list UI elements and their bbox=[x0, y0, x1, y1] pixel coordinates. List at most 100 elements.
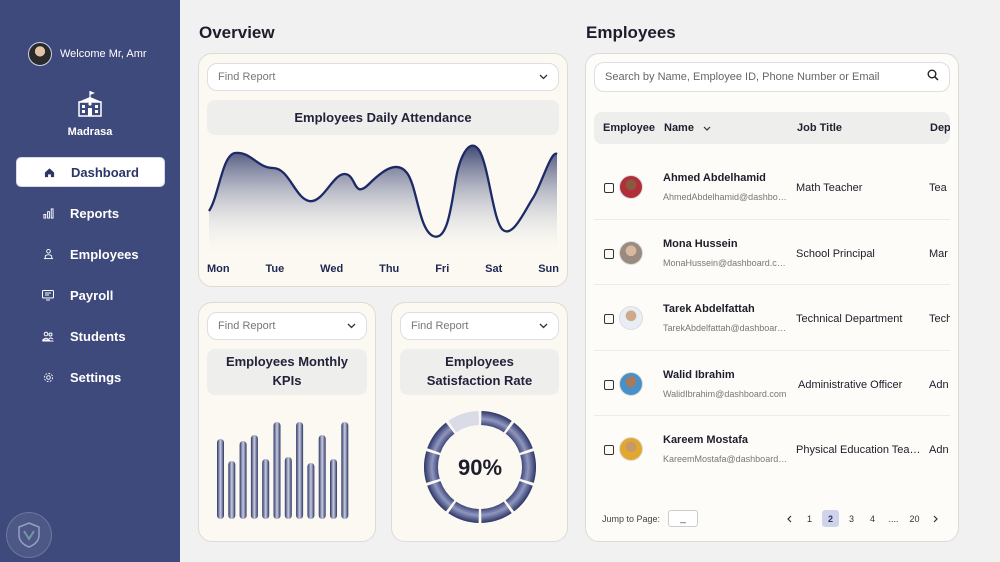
chevron-right-icon[interactable] bbox=[927, 510, 944, 527]
avatar bbox=[619, 437, 643, 461]
table-row[interactable]: Walid Ibrahim WalidIbrahim@dashboard.com… bbox=[594, 351, 950, 416]
employee-dept: Adn bbox=[929, 378, 949, 391]
day-label: Sat bbox=[485, 263, 503, 275]
table-row[interactable]: Mona Hussein MonaHussein@dashboard.com S… bbox=[594, 220, 950, 285]
sidebar-item-dashboard[interactable]: Dashboard bbox=[16, 157, 165, 187]
search-bar bbox=[594, 62, 950, 92]
employee-email: MonaHussein@dashboard.com bbox=[663, 257, 789, 268]
find-report-dropdown[interactable]: Find Report bbox=[207, 312, 367, 340]
column-job-title[interactable]: Job Title bbox=[797, 122, 843, 134]
day-labels: Mon Tue Wed Thu Fri Sat Sun bbox=[207, 263, 559, 275]
satisfaction-value: 90% bbox=[458, 455, 502, 480]
sidebar: Welcome Mr, Amr Madrasa Dashboard bbox=[0, 0, 180, 562]
donut-segment bbox=[520, 451, 536, 483]
column-department[interactable]: Dep bbox=[930, 122, 950, 134]
jump-label: Jump to Page: bbox=[602, 513, 661, 524]
column-name-label: Name bbox=[664, 122, 694, 134]
sidebar-nav: Dashboard Reports Employees Payroll Stud… bbox=[16, 157, 165, 403]
row-checkbox[interactable] bbox=[604, 445, 614, 455]
table-row[interactable]: Ahmed Abdelhamid AhmedAbdelhamid@dashboa… bbox=[594, 154, 950, 220]
kpi-bar bbox=[341, 422, 349, 519]
page-20[interactable]: 20 bbox=[909, 513, 920, 524]
kpi-bar bbox=[284, 457, 292, 519]
employee-name: Ahmed Abdelhamid bbox=[663, 172, 766, 184]
employee-job: Math Teacher bbox=[796, 182, 863, 194]
monitor-icon bbox=[42, 289, 54, 301]
home-icon bbox=[43, 166, 55, 178]
chevron-left-icon[interactable] bbox=[780, 510, 797, 527]
column-name[interactable]: Name bbox=[664, 122, 711, 134]
brand-name: Madrasa bbox=[67, 126, 113, 138]
sidebar-item-label: Employees bbox=[70, 246, 139, 262]
employee-name: Kareem Mostafa bbox=[663, 434, 748, 446]
sidebar-item-employees[interactable]: Employees bbox=[16, 239, 165, 269]
kpi-bar bbox=[239, 441, 247, 519]
employee-name: Mona Hussein bbox=[663, 237, 738, 250]
page-4[interactable]: 4 bbox=[869, 513, 875, 524]
employee-dept: Tech bbox=[929, 313, 950, 325]
employee-name: Tarek Abdelfattah bbox=[663, 303, 755, 315]
employee-job: Technical Department bbox=[796, 313, 903, 325]
welcome-user[interactable]: Welcome Mr, Amr bbox=[28, 42, 147, 66]
kpi-bar bbox=[217, 439, 224, 519]
sidebar-item-label: Settings bbox=[70, 369, 122, 385]
search-icon[interactable] bbox=[927, 68, 939, 86]
employee-job: School Principal bbox=[796, 247, 875, 260]
attendance-wave-chart bbox=[208, 144, 559, 258]
day-label: Fri bbox=[435, 263, 450, 275]
kpi-bar bbox=[318, 435, 326, 519]
find-report-dropdown[interactable]: Find Report bbox=[207, 63, 559, 91]
donut-segment bbox=[424, 451, 440, 483]
avatar bbox=[619, 306, 643, 330]
kpi-bar bbox=[262, 459, 270, 519]
sidebar-item-settings[interactable]: Settings bbox=[16, 362, 165, 392]
chart-title: Employees Daily Attendance bbox=[207, 100, 559, 135]
employee-name: Walid Ibrahim bbox=[663, 368, 735, 381]
welcome-text: Welcome Mr, Amr bbox=[60, 48, 147, 60]
find-report-dropdown[interactable]: Find Report bbox=[400, 312, 559, 340]
employees-card: Employee Name Job Title Dep Ahmed Abdelh… bbox=[585, 53, 959, 542]
sidebar-item-reports[interactable]: Reports bbox=[16, 198, 165, 228]
kpi-card: Find Report Employees Monthly KPIs bbox=[198, 302, 376, 542]
watermark-logo-icon bbox=[6, 512, 52, 558]
attendance-line bbox=[208, 144, 559, 238]
row-checkbox[interactable] bbox=[604, 314, 614, 324]
row-checkbox[interactable] bbox=[604, 248, 614, 259]
kpi-bar bbox=[273, 422, 281, 519]
jump-page-input[interactable]: _ bbox=[668, 510, 699, 527]
chevron-down-icon bbox=[703, 126, 711, 131]
kpi-bar bbox=[228, 461, 236, 519]
employees-title: Employees bbox=[586, 23, 676, 42]
page-2[interactable]: 2 bbox=[822, 510, 839, 527]
table-row[interactable]: Kareem Mostafa KareemMostafa@dashboard.c… bbox=[594, 416, 950, 482]
day-label: Tue bbox=[265, 263, 285, 275]
day-label: Sun bbox=[538, 263, 559, 275]
sidebar-item-label: Reports bbox=[70, 205, 120, 221]
satisfaction-donut: 90% bbox=[424, 411, 536, 523]
table-header: Employee Name Job Title Dep bbox=[594, 112, 950, 144]
chevron-down-icon bbox=[539, 320, 548, 332]
column-employee[interactable]: Employee bbox=[603, 122, 655, 134]
pagination: 1 2 3 4 .... 20 bbox=[780, 510, 944, 527]
employee-email: AhmedAbdelhamid@dashboard.com bbox=[663, 192, 789, 202]
search-input[interactable] bbox=[605, 71, 915, 83]
sidebar-item-students[interactable]: Students bbox=[16, 321, 165, 351]
sidebar-item-payroll[interactable]: Payroll bbox=[16, 280, 165, 310]
page-1[interactable]: 1 bbox=[806, 513, 812, 524]
donut-segment bbox=[481, 411, 512, 433]
dropdown-value: Find Report bbox=[218, 320, 276, 332]
row-checkbox[interactable] bbox=[604, 183, 614, 193]
employee-email: TarekAbdelfattah@dashboard.com bbox=[663, 323, 789, 333]
kpi-bar bbox=[250, 435, 258, 519]
page-3[interactable]: 3 bbox=[848, 513, 854, 524]
employee-job: Administrative Officer bbox=[798, 378, 903, 391]
employee-dept: Adn bbox=[929, 444, 949, 456]
attendance-area bbox=[209, 145, 557, 258]
jump-to-page: Jump to Page: _ bbox=[602, 510, 699, 527]
table-row[interactable]: Tarek Abdelfattah TarekAbdelfattah@dashb… bbox=[594, 285, 950, 351]
row-checkbox[interactable] bbox=[604, 379, 614, 390]
employee-list: Ahmed Abdelhamid AhmedAbdelhamid@dashboa… bbox=[594, 154, 950, 482]
donut-segment bbox=[505, 481, 533, 512]
kpi-bar bbox=[307, 463, 315, 519]
students-icon bbox=[42, 330, 54, 342]
